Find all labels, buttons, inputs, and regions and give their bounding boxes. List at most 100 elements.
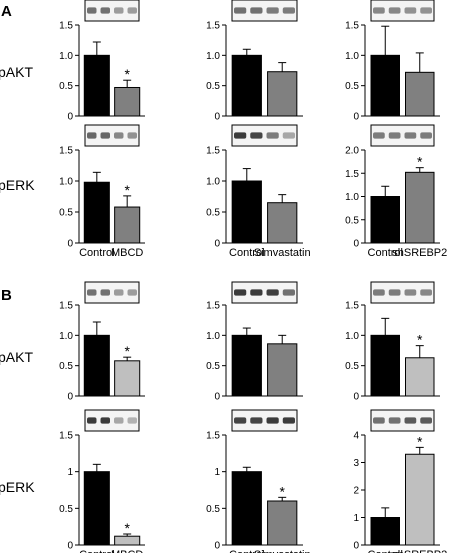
chart-10-blot-band — [114, 417, 124, 424]
chart-3-bar-2 — [405, 71, 435, 117]
chart-2-bar-1 — [231, 54, 262, 117]
chart-11-blot-frame — [231, 409, 298, 432]
chart-4-blot-frame — [84, 124, 140, 147]
chart-9-blot-band — [420, 289, 432, 296]
chart-1-blot-band — [100, 7, 110, 14]
chart-5-blot-band — [234, 132, 247, 139]
chart-6-bar-1 — [370, 196, 400, 244]
chart-5-category-label: Control — [229, 247, 264, 259]
chart-6-category-label: Control — [368, 247, 403, 259]
chart-7-blot-band — [114, 289, 124, 296]
chart-6-y-tick-label: 0 — [353, 239, 359, 250]
chart-6-y-tick-label: 2.0 — [345, 146, 359, 157]
chart-2-blot-band — [234, 7, 247, 14]
chart-2-bar-2 — [267, 71, 298, 117]
chart-12-blot-band — [404, 417, 417, 424]
chart-7-blot-frame — [84, 281, 140, 304]
chart-1-y-tick-label: 0 — [67, 112, 73, 123]
chart-10-y-tick-label: 0.5 — [59, 504, 73, 515]
chart-12-significance-star: * — [417, 433, 423, 449]
chart-4-blot-band — [127, 132, 137, 139]
chart-10-blot-band — [100, 417, 110, 424]
chart-12-category-label: shSREBP2 — [392, 549, 447, 553]
chart-4-y-tick-label: 1.5 — [59, 146, 73, 157]
chart-4-y-tick-label: 0.5 — [59, 208, 73, 219]
chart-3-y-tick-label: 0.5 — [345, 81, 359, 92]
chart-3-blot-frame — [370, 0, 435, 22]
chart-7-y-tick-label: 0.5 — [59, 361, 73, 372]
chart-2-y-tick-label: 1.0 — [206, 51, 220, 62]
chart-6-y-tick-label: 0.5 — [345, 215, 359, 226]
chart-6-blot-band — [373, 132, 385, 139]
chart-6-y-tick-label: 1.5 — [345, 169, 359, 180]
chart-11-y-tick-label: 1 — [214, 467, 220, 478]
chart-12-y-tick-label: 3 — [353, 458, 359, 469]
chart-10-y-tick-label: 1.5 — [59, 431, 73, 442]
chart-3-blot-band — [420, 7, 432, 14]
chart-2-blot-band — [282, 7, 295, 14]
chart-6-blot-band — [388, 132, 401, 139]
chart-10-category-label: MBCD — [111, 549, 143, 553]
chart-9-bar-1 — [370, 334, 400, 397]
chart-4-bar-1 — [83, 181, 110, 244]
chart-8-y-tick-label: 0.5 — [206, 361, 220, 372]
chart-4-y-tick-label: 0 — [67, 239, 73, 250]
chart-6-significance-star: * — [417, 154, 423, 170]
row-label-a-pakt: pAKT — [0, 64, 33, 80]
chart-10-category-label: Control — [79, 549, 114, 553]
chart-3-blot-band — [404, 7, 417, 14]
chart-8-y-tick-label: 0 — [214, 392, 220, 403]
chart-4-category-label: MBCD — [111, 247, 143, 259]
chart-12-y-tick-label: 2 — [353, 486, 359, 497]
chart-10-blot-frame — [84, 409, 140, 432]
chart-9-blot-frame — [370, 281, 435, 304]
chart-10-blot-band — [87, 417, 97, 424]
chart-11-y-tick-label: 1.5 — [206, 431, 220, 442]
chart-12-bar-2 — [405, 453, 435, 546]
chart-6-bar-2 — [405, 171, 435, 244]
chart-1-blot-band — [87, 7, 97, 14]
chart-2-blot-frame — [231, 0, 298, 22]
chart-12-blot-band — [420, 417, 432, 424]
chart-2-y-tick-label: 0 — [214, 112, 220, 123]
panel-label-a: A — [1, 3, 12, 20]
chart-8-y-tick-label: 1.5 — [206, 301, 220, 312]
chart-11-bar-1 — [231, 471, 262, 546]
chart-3-y-tick-label: 0 — [353, 112, 359, 123]
chart-9-blot-band — [388, 289, 401, 296]
chart-8-y-tick-label: 1.0 — [206, 331, 220, 342]
row-label-a-perk: pERK — [0, 177, 35, 193]
chart-8-blot-band — [234, 289, 247, 296]
chart-8-blot-frame — [231, 281, 298, 304]
chart-11-significance-star: * — [279, 483, 285, 499]
chart-6-blot-band — [420, 132, 432, 139]
chart-9-y-tick-label: 1.5 — [345, 301, 359, 312]
chart-11-blot-band — [250, 417, 263, 424]
chart-7-y-tick-label: 0 — [67, 392, 73, 403]
chart-9-significance-star: * — [417, 332, 423, 348]
row-label-b-perk: pERK — [0, 479, 35, 495]
chart-6-blot-band — [404, 132, 417, 139]
chart-1-blot-frame — [84, 0, 140, 22]
chart-12-blot-band — [373, 417, 385, 424]
chart-10-blot-band — [127, 417, 137, 424]
chart-2-y-tick-label: 1.5 — [206, 21, 220, 32]
row-label-b-pakt: pAKT — [0, 349, 33, 365]
panel-label-b: B — [1, 287, 12, 304]
chart-11-y-tick-label: 0 — [214, 541, 220, 552]
chart-5-blot-band — [282, 132, 295, 139]
chart-12-blot-frame — [370, 409, 435, 432]
chart-7-y-tick-label: 1.0 — [59, 331, 73, 342]
chart-4-blot-band — [87, 132, 97, 139]
chart-9-y-tick-label: 0 — [353, 392, 359, 403]
chart-5-y-tick-label: 1.0 — [206, 177, 220, 188]
chart-4-y-tick-label: 1.0 — [59, 177, 73, 188]
chart-3-bar-1 — [370, 54, 400, 117]
chart-5-blot-band — [250, 132, 263, 139]
chart-5-y-tick-label: 1.5 — [206, 146, 220, 157]
chart-5-y-tick-label: 0 — [214, 239, 220, 250]
chart-7-y-tick-label: 1.5 — [59, 301, 73, 312]
chart-3-y-tick-label: 1.0 — [345, 51, 359, 62]
chart-1-significance-star: * — [124, 66, 130, 82]
